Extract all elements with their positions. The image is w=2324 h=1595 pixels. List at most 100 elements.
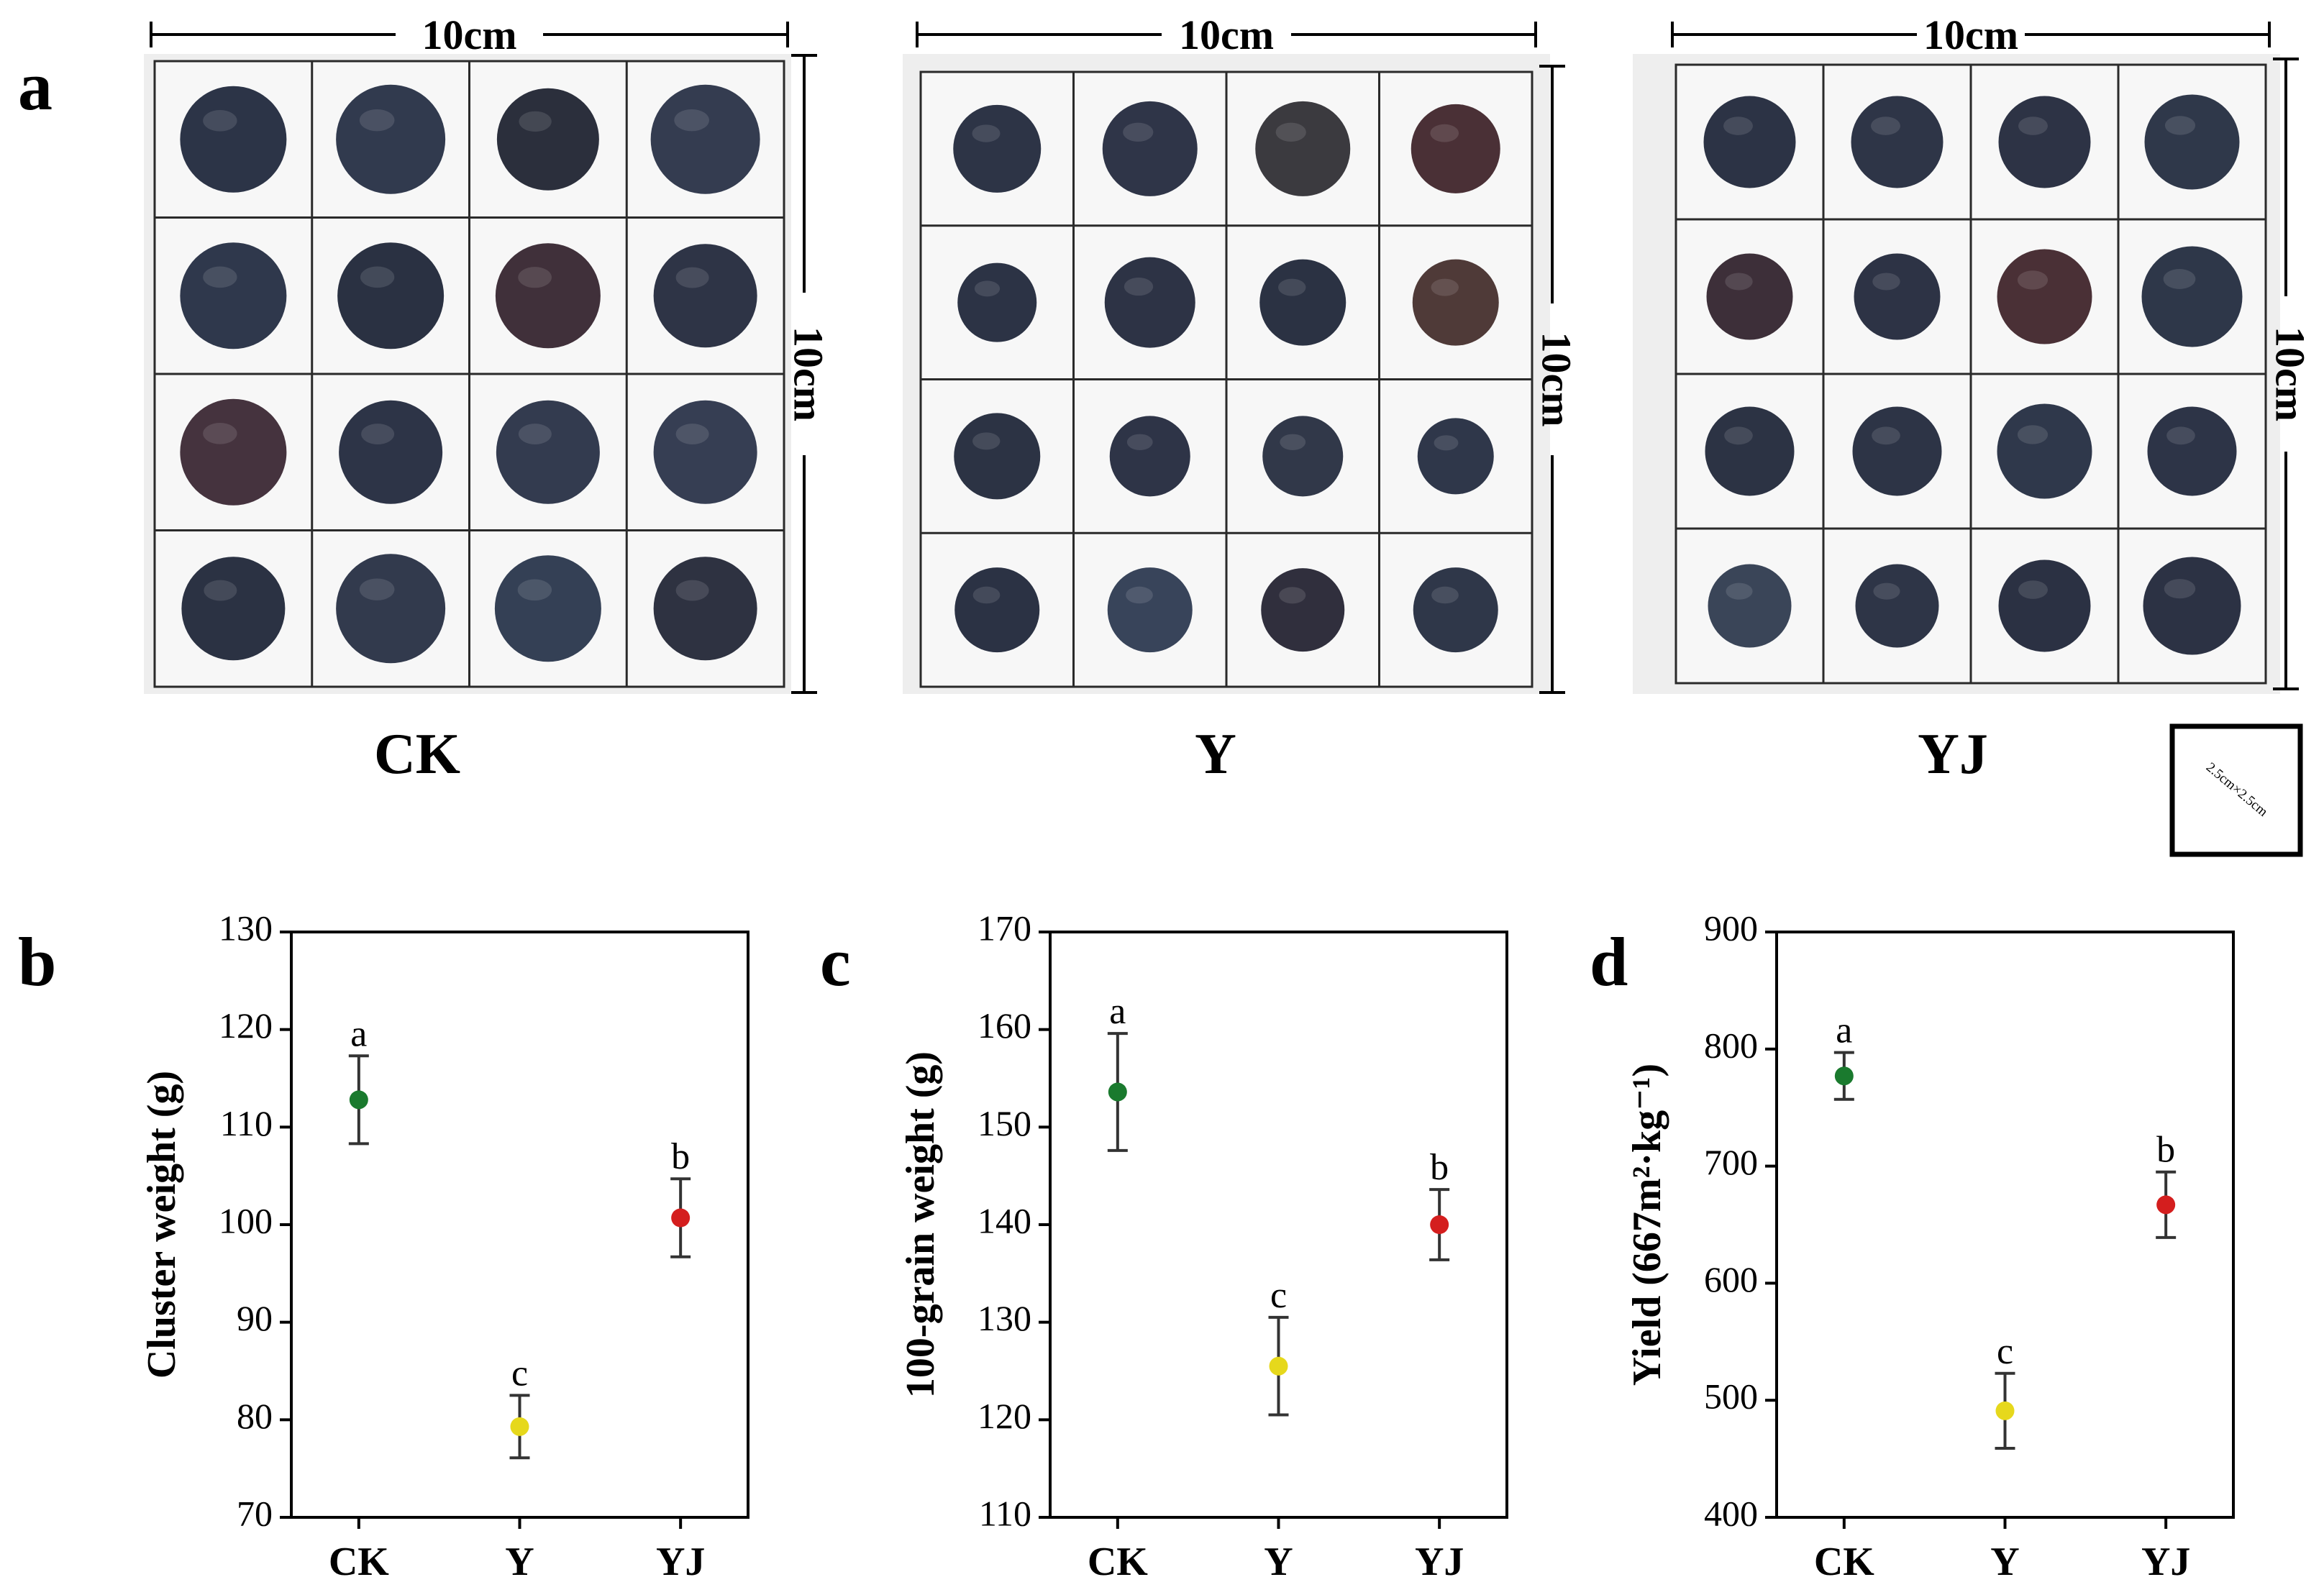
y-axis-label: Yield (667m²·kg⁻¹) [1625,1064,1669,1386]
berry-body [1261,568,1345,652]
berry [180,242,287,349]
berry-body [1255,101,1351,196]
berry-body [1998,559,2091,652]
berry-highlight [203,423,237,444]
berry [1255,101,1351,196]
berry-highlight [2164,579,2196,599]
panel-a-letter: a [18,47,53,124]
photo-ck: 10cm 10cm CK [144,12,832,786]
berry [1412,259,1499,346]
berry-body [339,400,443,504]
berry [953,104,1042,193]
berry [1261,568,1345,652]
scale-label-v: 10cm [1534,332,1580,426]
scale-label-v: 10cm [2267,326,2314,421]
significance-letter: c [1270,1275,1287,1316]
berry-highlight [972,124,1001,142]
berry-highlight [1872,273,1900,291]
berry-body [1851,96,1943,188]
berry [653,400,757,504]
data-point [349,1090,368,1110]
berry-highlight [1871,116,1900,135]
berry-body [494,555,601,662]
berry-highlight [360,266,395,288]
berry-highlight [203,110,237,132]
berry-body [1412,259,1499,346]
y-tick-label: 120 [219,1005,273,1046]
berry [180,86,287,193]
group-label-y: Y [1195,723,1236,786]
berry-highlight [519,111,552,132]
berry-highlight [1431,586,1459,604]
x-tick-label: CK [329,1540,389,1584]
berry-body [1107,567,1193,653]
berry-body [337,242,445,349]
berry [1708,564,1792,648]
berry-highlight [361,424,395,444]
chart-c: c 110 120 130 140 150 160 170 100-grain weight (… [820,908,1508,1584]
berry-body [1998,96,2091,188]
berry-body [2147,406,2237,496]
berry [1703,96,1796,188]
photo-y: 10cm 10cm Y [903,12,1580,786]
berry-highlight [203,266,237,288]
berry [1851,96,1943,188]
x-tick-label: Y [1990,1540,2019,1584]
berry-highlight [675,580,709,601]
berry [1997,403,2092,499]
scale-label-h: 10cm [1923,12,2018,58]
berry-body [336,554,446,664]
berry [2143,557,2241,655]
berry [954,567,1040,653]
berry-highlight [518,424,552,444]
berry-highlight [675,424,709,444]
berry-body [1997,249,2092,344]
berry-highlight [972,586,1001,604]
berry-highlight [1872,426,1900,445]
berry [336,554,446,664]
berry-body [954,567,1040,653]
y-axis-label: Cluster weight (g) [140,1071,184,1379]
berry-body [1854,253,1941,340]
berry-body [954,413,1041,500]
berry-highlight [974,280,1001,297]
berry [496,400,600,504]
significance-letter: b [671,1136,690,1177]
berry-highlight [2018,580,2048,599]
y-tick-label: 170 [978,908,1031,948]
berry [1413,567,1498,653]
group-label-ck: CK [374,723,460,786]
x-tick-label: YJ [2141,1540,2190,1584]
y-tick-label: 130 [978,1298,1031,1338]
berry-highlight [972,432,1001,450]
berry [180,398,287,506]
berry-body [1852,406,1942,496]
berry-highlight [1275,122,1306,142]
y-tick-label: 150 [978,1103,1031,1143]
y-axis-label: 100-grain weight (g) [898,1051,943,1398]
x-tick-label: Y [1264,1540,1293,1584]
data-point [1995,1401,2015,1420]
berry [954,413,1041,500]
chart-b: b 70 80 90 100 110 120 130 Cluster weight (g) CK a… [18,908,749,1584]
x-tick-label: Y [505,1540,534,1584]
berry-highlight [1124,277,1154,296]
berry [957,262,1037,342]
data-point [1430,1215,1449,1234]
berry-body [336,84,446,194]
y-tick-label: 400 [1704,1493,1758,1533]
data-point [1834,1066,1854,1086]
y-tick-label: 80 [237,1396,273,1436]
data-point [1108,1082,1127,1102]
berry [1998,96,2091,188]
berry [1104,257,1195,348]
berry [1417,418,1494,495]
berry-highlight [2018,116,2048,135]
group-label-yj: YJ [1918,723,1988,786]
berry-body [2143,557,2241,655]
y-tick-label: 120 [978,1396,1031,1436]
berry-highlight [1430,124,1459,142]
berry [1854,253,1941,340]
y-tick-label: 900 [1704,908,1758,948]
berry [1109,416,1190,497]
